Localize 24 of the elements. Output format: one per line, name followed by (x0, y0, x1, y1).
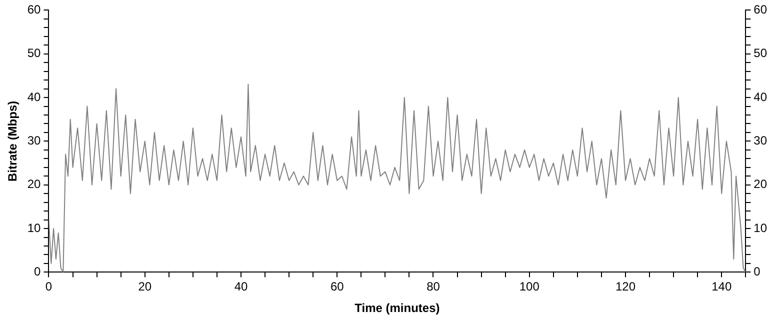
x-tick-label: 140 (712, 280, 732, 294)
x-tick-label: 100 (519, 280, 540, 294)
y-tick-label: 40 (27, 90, 42, 104)
y2-tick-label: 20 (754, 177, 768, 192)
y-tick-label: 20 (27, 177, 42, 192)
y-tick-label: 10 (27, 220, 42, 235)
y2-tick-label: 40 (754, 90, 768, 104)
y2-tick-label: 10 (754, 220, 768, 235)
y-axis-title: Bitrate (Mbps) (6, 100, 20, 182)
x-tick-label: 80 (426, 280, 440, 294)
y-tick-label: 0 (34, 264, 42, 279)
y2-tick-label: 30 (754, 134, 768, 148)
x-axis-title: Time (minutes) (354, 301, 440, 316)
y-tick-label: 60 (27, 2, 42, 17)
x-tick-label: 60 (330, 280, 344, 294)
x-tick-label: 0 (45, 280, 52, 294)
y2-tick-label: 0 (754, 264, 761, 279)
x-tick-label: 40 (234, 280, 248, 294)
y-tick-label: 30 (27, 134, 42, 148)
x-tick-label: 120 (615, 280, 636, 294)
y-tick-label: 50 (27, 46, 42, 60)
y2-tick-label: 60 (754, 2, 768, 17)
x-tick-label: 20 (138, 280, 152, 294)
y2-tick-label: 50 (754, 46, 768, 60)
